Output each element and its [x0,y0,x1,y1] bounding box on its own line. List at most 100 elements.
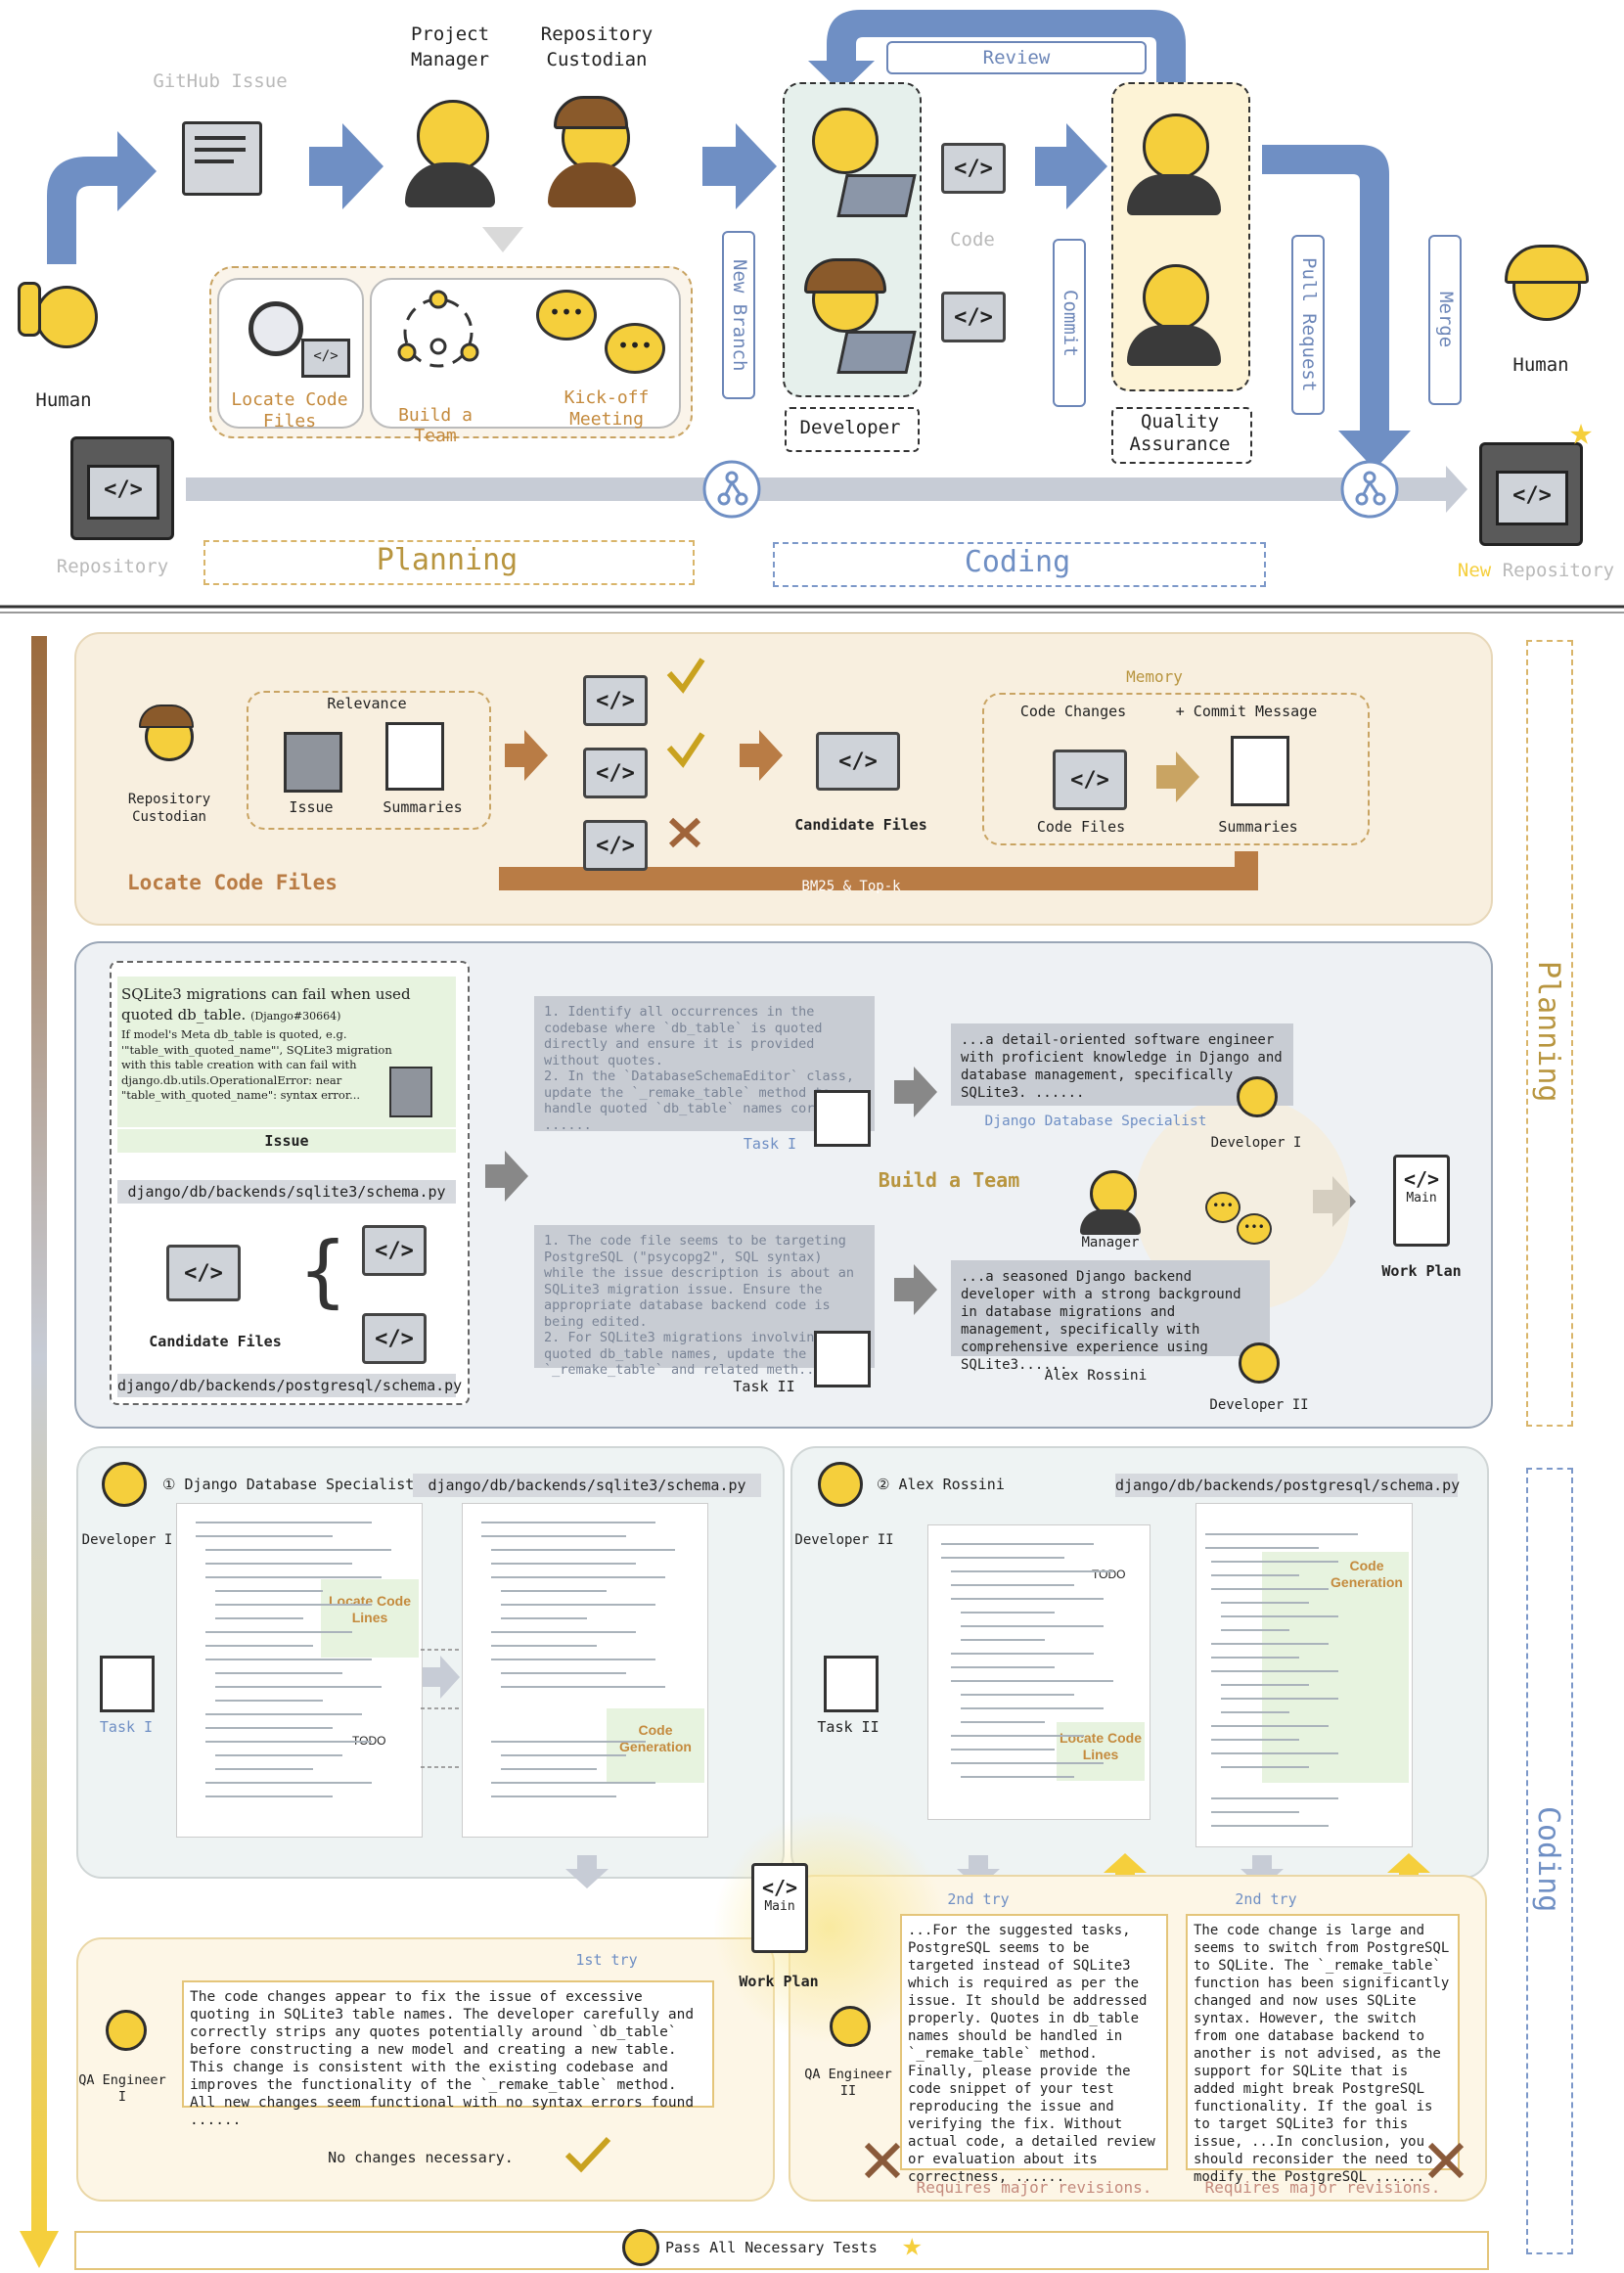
task2-icon [814,1331,871,1387]
qa1-label: QA Engineer I [78,2072,166,2105]
coding-label-box [773,542,1266,587]
qa1-review-text: The code changes appear to fix the issue… [182,1980,714,2128]
locate-title: Locate Code Files [127,871,338,894]
team-candidate-files-label: Candidate Files [149,1333,282,1350]
pass-bar [74,2231,1489,2270]
codegen-box-right [1262,1552,1409,1783]
qa-2-robe [1127,325,1221,366]
file-sqlite3: django/db/backends/sqlite3/schema.py [117,1180,456,1204]
coding-work-plan-label: Work Plan [739,1973,819,1990]
github-issue-label: GitHub Issue [153,70,288,92]
qa2-try1-label: 2nd try [947,1890,1010,1908]
file-postgresql: django/db/backends/postgresql/schema.py [117,1374,462,1397]
qa2-try2-x-icon [1427,2142,1465,2179]
dev1-desc: ...a detail-oriented software engineer w… [951,1023,1293,1106]
qa2-label: QA Engineer II [804,2067,892,2099]
issue-body-doc-icon [389,1067,432,1117]
brace-icon: { [299,1225,347,1316]
commit-message-label: + Commit Message [1175,703,1318,720]
bm25-label: BM25 & Top-k [801,879,901,894]
memory-summaries-icon [1231,736,1289,806]
qa2-try1-text: ...For the suggested tasks, PostgreSQL s… [900,1914,1168,2185]
project-manager-label: Project Manager [410,23,490,70]
pass-star-icon: ★ [902,2225,923,2264]
qa1-try-label: 1st try [575,1951,638,1969]
merge-pill: Merge [1428,235,1462,405]
code-lines-right [941,1533,1358,1827]
build-a-team-label: Build a Team [398,405,473,446]
task2-label: Task II [733,1378,795,1395]
locate-lines-label-right: Locate Code Lines [1059,1730,1142,1762]
side-planning-box [1526,640,1573,1427]
commit-pill: Commit [1053,239,1086,407]
coding-right-file: django/db/backends/postgresql/schema.py [1115,1474,1460,1497]
waving-hand-icon [18,282,41,337]
new-repository-icon: </> [1479,442,1583,546]
locate-lines-box-right [1057,1722,1145,1781]
qa-2-icon [1143,264,1209,331]
pass-human-icon [622,2229,659,2266]
custodian-hat-icon [554,96,628,129]
memory-label: Memory [1126,667,1183,686]
candidate-code-icon-3: </> [583,820,648,871]
issue-title: SQLite3 migrations can fail when used qu… [121,985,411,1023]
coding-dev2-icon [818,1462,863,1507]
kick-off-meeting-label: Kick-off Meeting [564,387,650,430]
chat-bubble-2-icon: ••• [605,323,665,374]
candidate-code-a-icon: </> [362,1225,427,1276]
chat-bubble-icon: ••• [536,290,597,341]
candidate-files-icon: </> [816,732,900,791]
coding-left-file: django/db/backends/sqlite3/schema.py [413,1474,761,1497]
laptop-2-icon [836,331,917,374]
locate-custodian-label: Repository Custodian [127,792,211,825]
new-repository-label: New Repository [1457,560,1615,581]
qa2-try2-text: The code change is large and seems to sw… [1186,1914,1460,2185]
developer-2-hair [804,258,886,294]
candidate-stack-icon: </> [166,1245,241,1301]
repository-custodian-label: Repository Custodian [540,23,654,70]
candidate-code-icon-2: </> [583,748,648,798]
review-pill: Review [886,41,1147,74]
pull-request-pill: Pull Request [1291,235,1325,415]
dev2-name: Alex Rossini [1044,1368,1148,1384]
issue-body: If model's Meta db_table is quoted, e.g.… [121,1027,392,1102]
code-icon-2: </> [941,292,1006,342]
coding-task2-label: Task II [817,1718,880,1736]
magnifier-icon [248,301,303,356]
no-changes-label: No changes necessary. [328,2149,514,2166]
project-manager-suit [405,162,495,207]
work-plan-icon: </> Main [1393,1155,1450,1247]
coding-left-header: ① Django Database Specialist [162,1476,415,1493]
code-file-icon: </> [301,339,350,378]
developer-1-icon [812,108,879,174]
overview-arrows [0,10,1624,614]
locate-summaries-label: Summaries [383,798,463,816]
codegen-box-left [607,1708,704,1783]
candidate-code-icon-1: </> [583,675,648,726]
coding-dev2-label: Developer II [794,1532,894,1548]
code-icon-1: </> [941,143,1006,194]
human-left-icon [35,286,98,348]
qa2-icon [830,2006,871,2047]
issue-label: Issue [117,1129,456,1153]
laptop-icon [836,174,917,217]
qa-label-box [1111,407,1252,464]
coding-task1-label: Task I [99,1718,154,1736]
qa1-check-icon [564,2136,611,2173]
coding-task2-icon [824,1656,879,1712]
qa2-try2-label: 2nd try [1235,1890,1297,1908]
developer-label-box [785,407,920,452]
side-coding-box [1526,1468,1573,2254]
locate-lines-box-left [321,1579,419,1658]
code-lines-left [196,1522,675,1797]
task1-label: Task I [743,1135,797,1153]
project-manager-icon [417,100,489,172]
team-chat-icon: ••• [1205,1192,1241,1223]
memory-summaries-label: Summaries [1218,818,1298,836]
dev2-desc: ...a seasoned Django backend developer w… [951,1260,1270,1373]
dev1-name: Django Database Specialist [984,1114,1207,1129]
pass-label: Pass All Necessary Tests [665,2239,878,2256]
locate-code-files-label: Locate Code Files [231,389,348,432]
dev2-small-icon [1239,1342,1280,1384]
relevance-label: Relevance [327,695,407,712]
